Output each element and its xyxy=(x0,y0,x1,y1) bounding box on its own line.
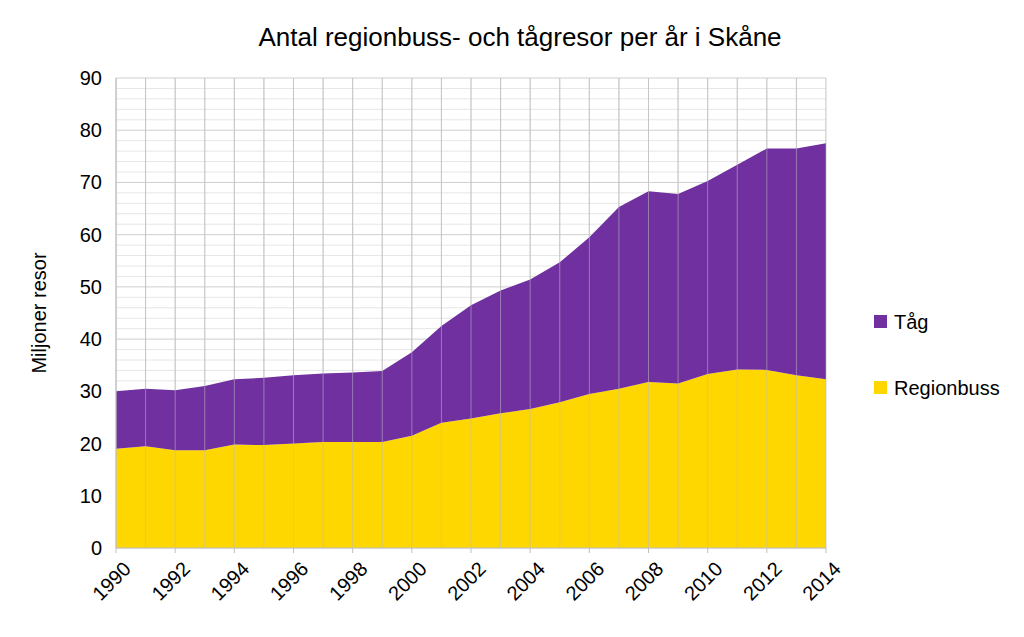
y-tick-label: 70 xyxy=(80,171,102,193)
y-tick-label: 10 xyxy=(80,485,102,507)
x-tick-label: 2002 xyxy=(443,557,490,604)
x-tick-label: 1990 xyxy=(88,557,135,604)
x-tick-label: 1996 xyxy=(265,557,312,604)
x-tick-label: 2000 xyxy=(384,557,431,604)
x-tick-label: 2014 xyxy=(798,557,845,604)
x-tick-label: 1998 xyxy=(325,557,372,604)
y-tick-label: 20 xyxy=(80,433,102,455)
vertical-grid-line xyxy=(352,78,353,548)
x-tick xyxy=(293,548,294,553)
vertical-grid-line xyxy=(559,78,560,548)
vertical-grid-line xyxy=(648,78,649,548)
x-tick xyxy=(234,548,235,553)
legend-swatch xyxy=(874,315,887,328)
vertical-grid-line xyxy=(411,78,412,548)
vertical-grid-line xyxy=(234,78,235,548)
vertical-grid-line xyxy=(175,78,176,548)
vertical-grid-line xyxy=(293,78,294,548)
vertical-grid-line xyxy=(737,78,738,548)
vertical-grid-line xyxy=(471,78,472,548)
x-tick xyxy=(175,548,176,553)
y-tick-label: 90 xyxy=(80,67,102,89)
y-axis xyxy=(116,78,117,548)
vertical-grid-line xyxy=(618,78,619,548)
vertical-grid-line xyxy=(411,78,412,548)
vertical-grid-line xyxy=(530,78,531,548)
vertical-grid-line xyxy=(678,78,679,548)
x-tick-label: 2012 xyxy=(739,557,786,604)
vertical-grid-line xyxy=(796,78,797,548)
vertical-grid-line xyxy=(589,78,590,548)
vertical-grid-line xyxy=(618,78,619,548)
legend: Tåg Regionbuss xyxy=(874,311,1000,399)
title: Antal regionbuss- och tågresor per år i … xyxy=(258,22,781,52)
x-tick-label: 2006 xyxy=(561,557,608,604)
x-tick xyxy=(116,548,117,553)
x-tick-label: 2008 xyxy=(620,557,667,604)
x-tick xyxy=(826,548,827,553)
vertical-grid-line xyxy=(796,78,797,548)
x-tick-label: 2010 xyxy=(680,557,727,604)
vertical-grid-line xyxy=(500,78,501,548)
x-tick xyxy=(530,548,531,553)
vertical-grid-line xyxy=(766,78,767,548)
x-tick xyxy=(707,548,708,553)
x-tick xyxy=(648,548,649,553)
legend-label: Tåg xyxy=(894,311,928,333)
vertical-grid-line xyxy=(263,78,264,548)
vertical-grid-line xyxy=(441,78,442,548)
vertical-grid-line xyxy=(204,78,205,548)
vertical-grid-line xyxy=(707,78,708,548)
x-tick xyxy=(352,548,353,553)
vertical-grid-line xyxy=(471,78,472,548)
vertical-grid-line xyxy=(352,78,353,548)
vertical-grid-line xyxy=(382,78,383,548)
legend-label: Regionbuss xyxy=(894,377,1000,399)
vertical-grid-line xyxy=(145,78,146,548)
y-tick-label: 40 xyxy=(80,328,102,350)
vertical-grid-line xyxy=(204,78,205,548)
y-tick-label: 60 xyxy=(80,224,102,246)
vertical-grid-line xyxy=(263,78,264,548)
x-tick-label: 1994 xyxy=(206,557,253,604)
vertical-grid-line xyxy=(678,78,679,548)
vertical-grid-line xyxy=(145,78,146,548)
vertical-grid-line xyxy=(175,78,176,548)
vertical-grid-line xyxy=(293,78,294,548)
grid-overlay xyxy=(116,78,826,548)
vertical-grid-line xyxy=(707,78,708,548)
vertical-grid-line xyxy=(766,78,767,548)
y-tick-label: 50 xyxy=(80,276,102,298)
y-tick-label: 30 xyxy=(80,380,102,402)
vertical-grid-line xyxy=(441,78,442,548)
x-tick xyxy=(589,548,590,553)
vertical-grid-line xyxy=(382,78,383,548)
x-tick xyxy=(411,548,412,553)
vertical-grid-line xyxy=(559,78,560,548)
vertical-grid-line xyxy=(826,78,827,548)
vertical-grid-line xyxy=(116,78,117,548)
grid xyxy=(116,78,826,548)
vertical-grid-line xyxy=(323,78,324,548)
vertical-grid-line xyxy=(530,78,531,548)
vertical-grid-line xyxy=(826,78,827,548)
vertical-grid-line xyxy=(500,78,501,548)
y-axis-label: Miljoner resor xyxy=(28,252,50,373)
vertical-grid-line xyxy=(648,78,649,548)
y-tick-label: 0 xyxy=(91,537,102,559)
x-tick-label: 2004 xyxy=(502,557,549,604)
x-tick-label: 1992 xyxy=(147,557,194,604)
legend-swatch xyxy=(874,381,887,394)
chart: 0 10 20 30 40 50 60 70 80 90 1990 1992 1994 1996 1998 2… xyxy=(0,0,1024,637)
x-tick xyxy=(471,548,472,553)
vertical-grid-line xyxy=(116,78,117,548)
vertical-grid-line xyxy=(737,78,738,548)
vertical-grid-line xyxy=(234,78,235,548)
y-tick-label: 80 xyxy=(80,119,102,141)
vertical-grid-line xyxy=(323,78,324,548)
vertical-grid-line xyxy=(589,78,590,548)
x-tick xyxy=(766,548,767,553)
